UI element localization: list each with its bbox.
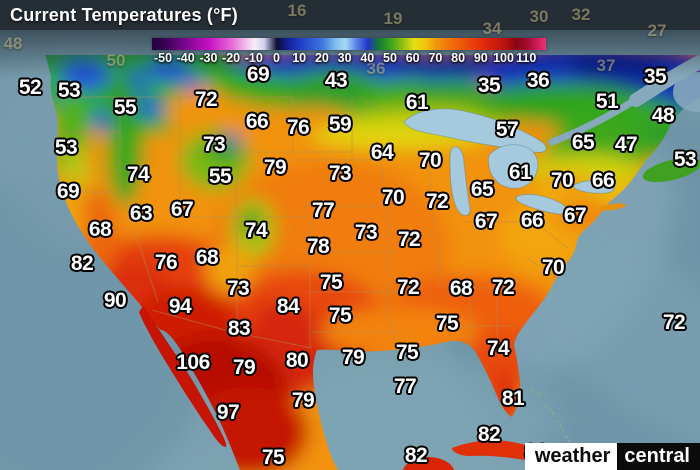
- bahamas-islands: [529, 389, 573, 445]
- scale-tick-label: -30: [199, 51, 218, 65]
- temperature-scale-ticks: -50 -40 -30 -20 -10 0 10 20 30 40 50 60 70 80 90 100 110: [152, 51, 546, 67]
- title-bar: Current Temperatures (°F): [0, 0, 700, 30]
- scale-tick-label: 50: [383, 51, 397, 65]
- great-lakes: [403, 108, 615, 216]
- temperature-scale-gradient: [152, 38, 546, 50]
- scale-tick-label: -20: [222, 51, 241, 65]
- nova-scotia: [642, 157, 700, 183]
- scale-tick-label: 60: [405, 51, 420, 65]
- scale-tick-label: 30: [337, 51, 352, 65]
- scale-tick-label: -40: [176, 51, 195, 65]
- logo-central: central: [617, 443, 700, 470]
- long-island: [598, 203, 626, 211]
- scale-tick-label: -10: [244, 51, 263, 65]
- state-borders: [55, 96, 569, 349]
- scale-tick-label: 80: [451, 51, 466, 65]
- logo-weather: weather: [524, 443, 618, 470]
- yucatan-tip: [403, 456, 454, 470]
- scale-tick-label: 20: [314, 51, 329, 65]
- scale-tick-label: 110: [516, 51, 537, 65]
- scale-tick-label: 70: [428, 51, 443, 65]
- scale-tick-label: 100: [493, 51, 514, 65]
- weather-central-logo: weather central: [524, 443, 700, 470]
- page-title: Current Temperatures (°F): [10, 4, 238, 25]
- scale-tick-label: 0: [273, 51, 280, 65]
- scale-tick-label: -50: [153, 51, 173, 65]
- scale-tick-label: 90: [473, 51, 488, 65]
- baja-peninsula: [139, 306, 227, 447]
- scale-tick-label: 40: [360, 51, 375, 65]
- scale-tick-label: 10: [292, 51, 307, 65]
